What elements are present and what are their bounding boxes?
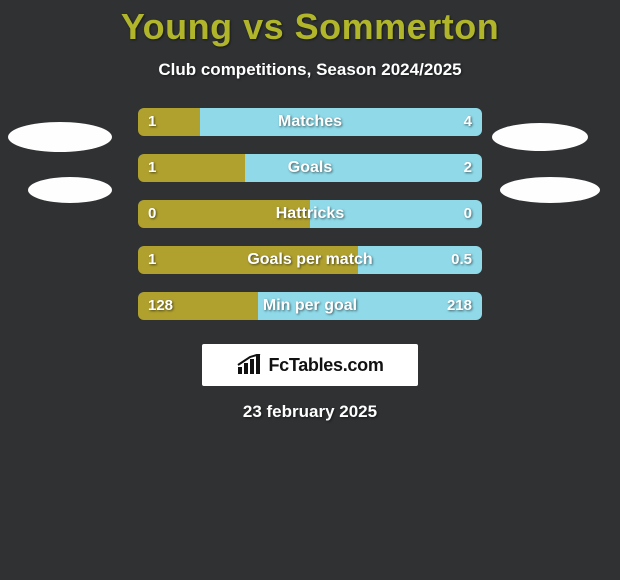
stat-bar-track [138,246,482,274]
comparison-bars: Matches 1 4 Goals 1 2 Hattricks 0 0 [0,108,620,320]
stat-value-left: 0 [148,200,156,228]
stat-bar-right [200,108,482,136]
brand-badge: FcTables.com [202,344,418,386]
bar-chart-icon [236,354,262,376]
stat-row: Goals per match 1 0.5 [0,246,620,274]
stat-value-right: 0 [464,200,472,228]
stat-value-left: 1 [148,246,156,274]
stat-row: Hattricks 0 0 [0,200,620,228]
stat-bar-track [138,154,482,182]
stat-bar-track [138,108,482,136]
stat-value-right: 218 [447,292,472,320]
stat-bar-track [138,292,482,320]
stat-value-left: 1 [148,154,156,182]
stat-value-right: 4 [464,108,472,136]
stat-value-right: 2 [464,154,472,182]
stat-row: Matches 1 4 [0,108,620,136]
stat-bar-track [138,200,482,228]
snapshot-date: 23 february 2025 [0,402,620,422]
page-title: Young vs Sommerton [0,0,620,48]
stat-value-right: 0.5 [451,246,472,274]
stat-row: Min per goal 128 218 [0,292,620,320]
stat-row: Goals 1 2 [0,154,620,182]
stat-value-left: 1 [148,108,156,136]
stat-bar-right [245,154,482,182]
comparison-canvas: Young vs Sommerton Club competitions, Se… [0,0,620,580]
stat-bar-left [138,200,310,228]
page-subtitle: Club competitions, Season 2024/2025 [0,60,620,80]
stat-bar-left [138,246,358,274]
stat-value-left: 128 [148,292,173,320]
stat-bar-right [310,200,482,228]
brand-text: FcTables.com [268,355,383,376]
